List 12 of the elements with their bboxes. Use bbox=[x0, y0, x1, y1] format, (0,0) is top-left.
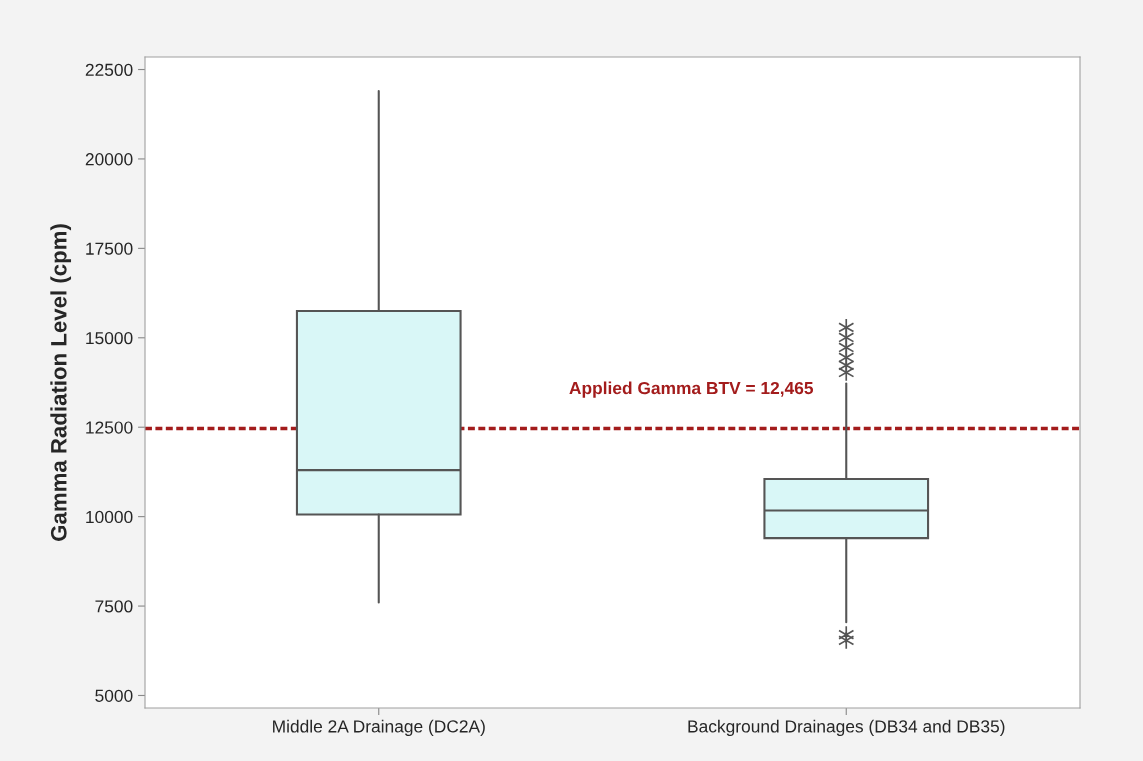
y-tick-label: 17500 bbox=[86, 242, 133, 255]
x-tick-label: Middle 2A Drainage (DC2A) bbox=[273, 719, 485, 736]
y-tick-label: 10000 bbox=[86, 510, 133, 524]
ref-line-label: Applied Gamma BTV = 12,465 bbox=[569, 381, 814, 398]
y-tick-label: 7500 bbox=[95, 600, 133, 613]
x-tick-label: Background Drainages (DB34 and DB35) bbox=[688, 719, 1005, 736]
y-tick-label: 12500 bbox=[86, 421, 133, 434]
y-tick-label: 22500 bbox=[85, 63, 133, 76]
y-tick-label: 5000 bbox=[95, 689, 133, 702]
y-tick-label: 20000 bbox=[85, 153, 133, 166]
y-tick-label: 15000 bbox=[86, 331, 133, 345]
y-axis-title: Gamma Radiation Level (cpm) bbox=[50, 224, 72, 541]
